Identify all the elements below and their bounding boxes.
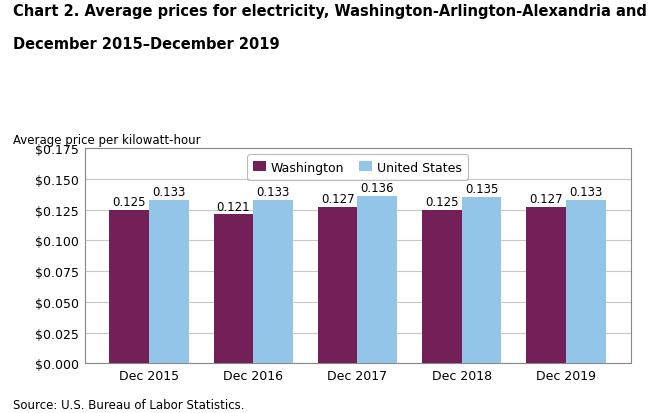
Bar [214, 215, 254, 363]
Bar [422, 210, 462, 363]
Text: 0.133: 0.133 [152, 185, 185, 198]
Text: 0.133: 0.133 [256, 185, 290, 198]
Text: 0.136: 0.136 [361, 182, 394, 195]
Legend: Washington, United States: Washington, United States [247, 155, 468, 180]
Text: 0.127: 0.127 [530, 193, 563, 206]
Bar [254, 200, 293, 363]
Text: 0.125: 0.125 [112, 195, 146, 208]
Text: December 2015–December 2019: December 2015–December 2019 [13, 37, 280, 52]
Text: 0.125: 0.125 [425, 195, 459, 208]
Text: Chart 2. Average prices for electricity, Washington-Arlington-Alexandria and Uni: Chart 2. Average prices for electricity,… [13, 4, 650, 19]
Bar [318, 208, 358, 363]
Bar [358, 197, 397, 363]
Text: 0.127: 0.127 [321, 193, 354, 206]
Text: 0.121: 0.121 [216, 200, 250, 213]
Bar [109, 210, 149, 363]
Text: Average price per kilowatt-hour: Average price per kilowatt-hour [13, 134, 201, 147]
Text: 0.135: 0.135 [465, 183, 499, 196]
Text: Source: U.S. Bureau of Labor Statistics.: Source: U.S. Bureau of Labor Statistics. [13, 398, 244, 411]
Bar [462, 198, 501, 363]
Bar [566, 200, 606, 363]
Bar [526, 208, 566, 363]
Text: 0.133: 0.133 [569, 185, 603, 198]
Bar [149, 200, 188, 363]
